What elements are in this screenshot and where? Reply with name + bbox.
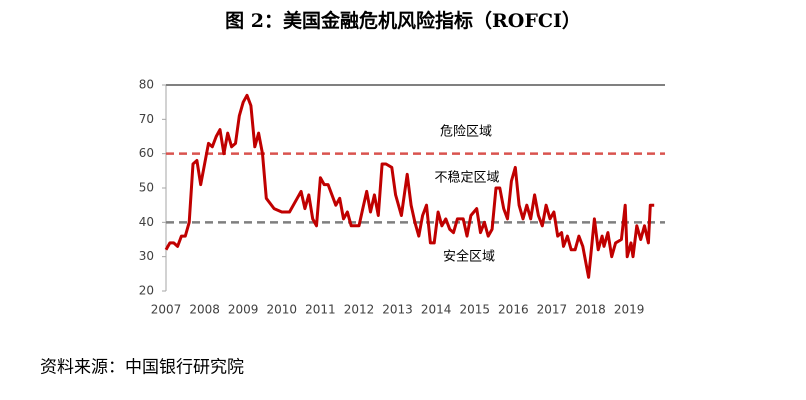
- chart-title: 图 2：美国金融危机风险指标（ROFCI）: [225, 9, 581, 32]
- y-tick-label: 60: [139, 146, 154, 160]
- source-note: 资料来源：中国银行研究院: [40, 358, 244, 378]
- y-tick-label: 40: [139, 215, 154, 229]
- x-tick-label: 2011: [305, 303, 336, 317]
- y-tick-label: 70: [139, 112, 154, 126]
- y-tick-label: 30: [139, 249, 154, 263]
- x-tick-label: 2007: [151, 303, 182, 317]
- x-tick-label: 2012: [344, 303, 375, 317]
- x-tick-label: 2015: [459, 303, 490, 317]
- x-tick-label: 2016: [498, 303, 529, 317]
- zone-label: 不稳定区域: [434, 170, 499, 186]
- x-tick-label: 2008: [189, 303, 220, 317]
- y-tick-label: 50: [139, 181, 154, 195]
- x-tick-label: 2014: [421, 303, 452, 317]
- y-tick-label: 20: [139, 284, 154, 298]
- y-tick-label: 80: [139, 78, 154, 92]
- x-tick-label: 2018: [575, 303, 606, 317]
- x-tick-label: 2019: [614, 303, 645, 317]
- x-tick-label: 2009: [228, 303, 259, 317]
- x-tick-label: 2013: [382, 303, 413, 317]
- zone-label: 安全区域: [443, 249, 495, 265]
- zone-label: 危险区域: [440, 125, 492, 140]
- x-tick-label: 2017: [537, 303, 568, 317]
- data-line: [164, 93, 655, 279]
- x-tick-label: 2010: [267, 303, 298, 317]
